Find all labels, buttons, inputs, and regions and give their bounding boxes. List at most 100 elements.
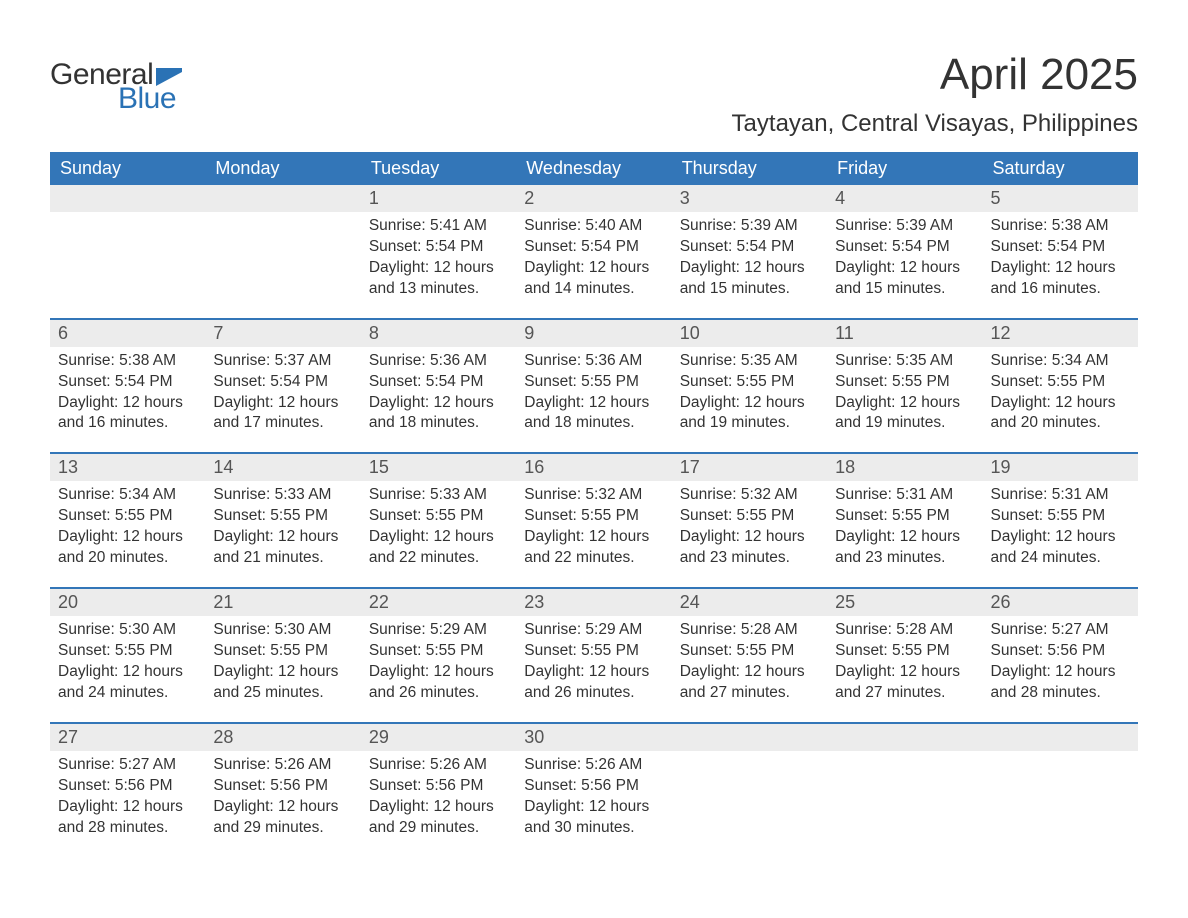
day-line: Daylight: 12 hours and 30 minutes.: [524, 797, 663, 839]
calendar: Sunday Monday Tuesday Wednesday Thursday…: [50, 152, 1138, 856]
day-cell: Sunrise: 5:34 AMSunset: 5:55 PMDaylight:…: [983, 347, 1138, 453]
day-line: Sunset: 5:55 PM: [524, 372, 663, 393]
day-number: 27: [50, 724, 205, 751]
day-number-row: 6789101112: [50, 320, 1138, 347]
day-line: Sunrise: 5:39 AM: [835, 216, 974, 237]
day-number: 25: [827, 589, 982, 616]
day-line: Daylight: 12 hours and 22 minutes.: [524, 527, 663, 569]
day-line: Sunset: 5:55 PM: [369, 641, 508, 662]
day-body-row: Sunrise: 5:34 AMSunset: 5:55 PMDaylight:…: [50, 481, 1138, 587]
day-number: [672, 724, 827, 751]
calendar-header-row: Sunday Monday Tuesday Wednesday Thursday…: [50, 152, 1138, 185]
day-header: Tuesday: [361, 152, 516, 185]
day-number: 16: [516, 454, 671, 481]
day-line: Sunset: 5:55 PM: [369, 506, 508, 527]
day-number: 24: [672, 589, 827, 616]
header: General Blue April 2025 Taytayan, Centra…: [50, 50, 1138, 138]
day-line: Daylight: 12 hours and 15 minutes.: [680, 258, 819, 300]
month-title: April 2025: [732, 50, 1138, 100]
day-line: Daylight: 12 hours and 29 minutes.: [369, 797, 508, 839]
day-line: Sunrise: 5:30 AM: [213, 620, 352, 641]
calendar-week: 6789101112Sunrise: 5:38 AMSunset: 5:54 P…: [50, 318, 1138, 453]
day-header: Saturday: [983, 152, 1138, 185]
day-line: Sunset: 5:55 PM: [835, 641, 974, 662]
day-line: Sunrise: 5:35 AM: [680, 351, 819, 372]
day-line: Daylight: 12 hours and 16 minutes.: [991, 258, 1130, 300]
day-cell: Sunrise: 5:35 AMSunset: 5:55 PMDaylight:…: [827, 347, 982, 453]
day-number: 22: [361, 589, 516, 616]
day-body-row: Sunrise: 5:30 AMSunset: 5:55 PMDaylight:…: [50, 616, 1138, 722]
day-cell: Sunrise: 5:26 AMSunset: 5:56 PMDaylight:…: [205, 751, 360, 857]
day-number: 6: [50, 320, 205, 347]
day-line: Daylight: 12 hours and 19 minutes.: [680, 393, 819, 435]
day-line: Sunrise: 5:32 AM: [524, 485, 663, 506]
day-line: Sunrise: 5:28 AM: [680, 620, 819, 641]
day-number: 7: [205, 320, 360, 347]
day-cell: Sunrise: 5:32 AMSunset: 5:55 PMDaylight:…: [672, 481, 827, 587]
day-number: 15: [361, 454, 516, 481]
day-cell: Sunrise: 5:30 AMSunset: 5:55 PMDaylight:…: [205, 616, 360, 722]
day-cell: Sunrise: 5:29 AMSunset: 5:55 PMDaylight:…: [516, 616, 671, 722]
day-number: 20: [50, 589, 205, 616]
day-line: Daylight: 12 hours and 26 minutes.: [524, 662, 663, 704]
day-number: 18: [827, 454, 982, 481]
day-line: Daylight: 12 hours and 27 minutes.: [680, 662, 819, 704]
day-line: Sunrise: 5:36 AM: [369, 351, 508, 372]
day-line: Sunset: 5:55 PM: [58, 506, 197, 527]
day-line: Daylight: 12 hours and 26 minutes.: [369, 662, 508, 704]
day-number: 30: [516, 724, 671, 751]
day-line: Daylight: 12 hours and 25 minutes.: [213, 662, 352, 704]
day-number: 12: [983, 320, 1138, 347]
day-line: Sunrise: 5:41 AM: [369, 216, 508, 237]
logo: General Blue: [50, 58, 182, 116]
day-line: Sunrise: 5:38 AM: [58, 351, 197, 372]
day-header: Wednesday: [516, 152, 671, 185]
day-line: Sunset: 5:54 PM: [835, 237, 974, 258]
day-line: Daylight: 12 hours and 16 minutes.: [58, 393, 197, 435]
day-line: Sunset: 5:55 PM: [835, 372, 974, 393]
day-line: Daylight: 12 hours and 21 minutes.: [213, 527, 352, 569]
day-line: Daylight: 12 hours and 22 minutes.: [369, 527, 508, 569]
day-number-row: 12345: [50, 185, 1138, 212]
day-line: Sunrise: 5:34 AM: [58, 485, 197, 506]
day-line: Sunrise: 5:31 AM: [991, 485, 1130, 506]
day-line: Sunrise: 5:39 AM: [680, 216, 819, 237]
day-line: Sunset: 5:54 PM: [524, 237, 663, 258]
day-number: 13: [50, 454, 205, 481]
day-line: Sunset: 5:56 PM: [369, 776, 508, 797]
day-line: Sunrise: 5:27 AM: [58, 755, 197, 776]
day-line: Sunrise: 5:35 AM: [835, 351, 974, 372]
location: Taytayan, Central Visayas, Philippines: [732, 110, 1138, 138]
day-header: Sunday: [50, 152, 205, 185]
day-cell: Sunrise: 5:29 AMSunset: 5:55 PMDaylight:…: [361, 616, 516, 722]
day-line: Sunrise: 5:30 AM: [58, 620, 197, 641]
day-cell: Sunrise: 5:26 AMSunset: 5:56 PMDaylight:…: [361, 751, 516, 857]
day-cell: Sunrise: 5:30 AMSunset: 5:55 PMDaylight:…: [50, 616, 205, 722]
day-line: Sunrise: 5:38 AM: [991, 216, 1130, 237]
day-body-row: Sunrise: 5:38 AMSunset: 5:54 PMDaylight:…: [50, 347, 1138, 453]
day-line: Sunset: 5:55 PM: [835, 506, 974, 527]
day-cell: Sunrise: 5:33 AMSunset: 5:55 PMDaylight:…: [361, 481, 516, 587]
day-cell: Sunrise: 5:40 AMSunset: 5:54 PMDaylight:…: [516, 212, 671, 318]
day-body-row: Sunrise: 5:41 AM Sunset: 5:54 PM Daylight:…: [50, 212, 1138, 318]
day-line: Sunrise: 5:33 AM: [369, 485, 508, 506]
day-line: Daylight: 12 hours and 20 minutes.: [991, 393, 1130, 435]
day-line: Daylight: 12 hours and 28 minutes.: [58, 797, 197, 839]
day-line: Sunset: 5:55 PM: [58, 641, 197, 662]
title-block: April 2025 Taytayan, Central Visayas, Ph…: [732, 50, 1138, 138]
day-number: 3: [672, 185, 827, 212]
day-line: Sunset: 5:55 PM: [213, 506, 352, 527]
day-line: Daylight: 12 hours and 19 minutes.: [835, 393, 974, 435]
day-line: Sunrise: 5:26 AM: [524, 755, 663, 776]
day-number: [50, 185, 205, 212]
day-cell: Sunrise: 5:35 AMSunset: 5:55 PMDaylight:…: [672, 347, 827, 453]
day-number: 21: [205, 589, 360, 616]
day-cell: Sunrise: 5:27 AMSunset: 5:56 PMDaylight:…: [50, 751, 205, 857]
day-number: 19: [983, 454, 1138, 481]
day-line: Daylight: 12 hours and 18 minutes.: [524, 393, 663, 435]
calendar-week: 20212223242526Sunrise: 5:30 AMSunset: 5:…: [50, 587, 1138, 722]
day-cell: Sunrise: 5:26 AMSunset: 5:56 PMDaylight:…: [516, 751, 671, 857]
calendar-week: 13141516171819Sunrise: 5:34 AMSunset: 5:…: [50, 452, 1138, 587]
day-line: Daylight: 12 hours and 23 minutes.: [680, 527, 819, 569]
logo-text-blue: Blue: [118, 82, 176, 116]
